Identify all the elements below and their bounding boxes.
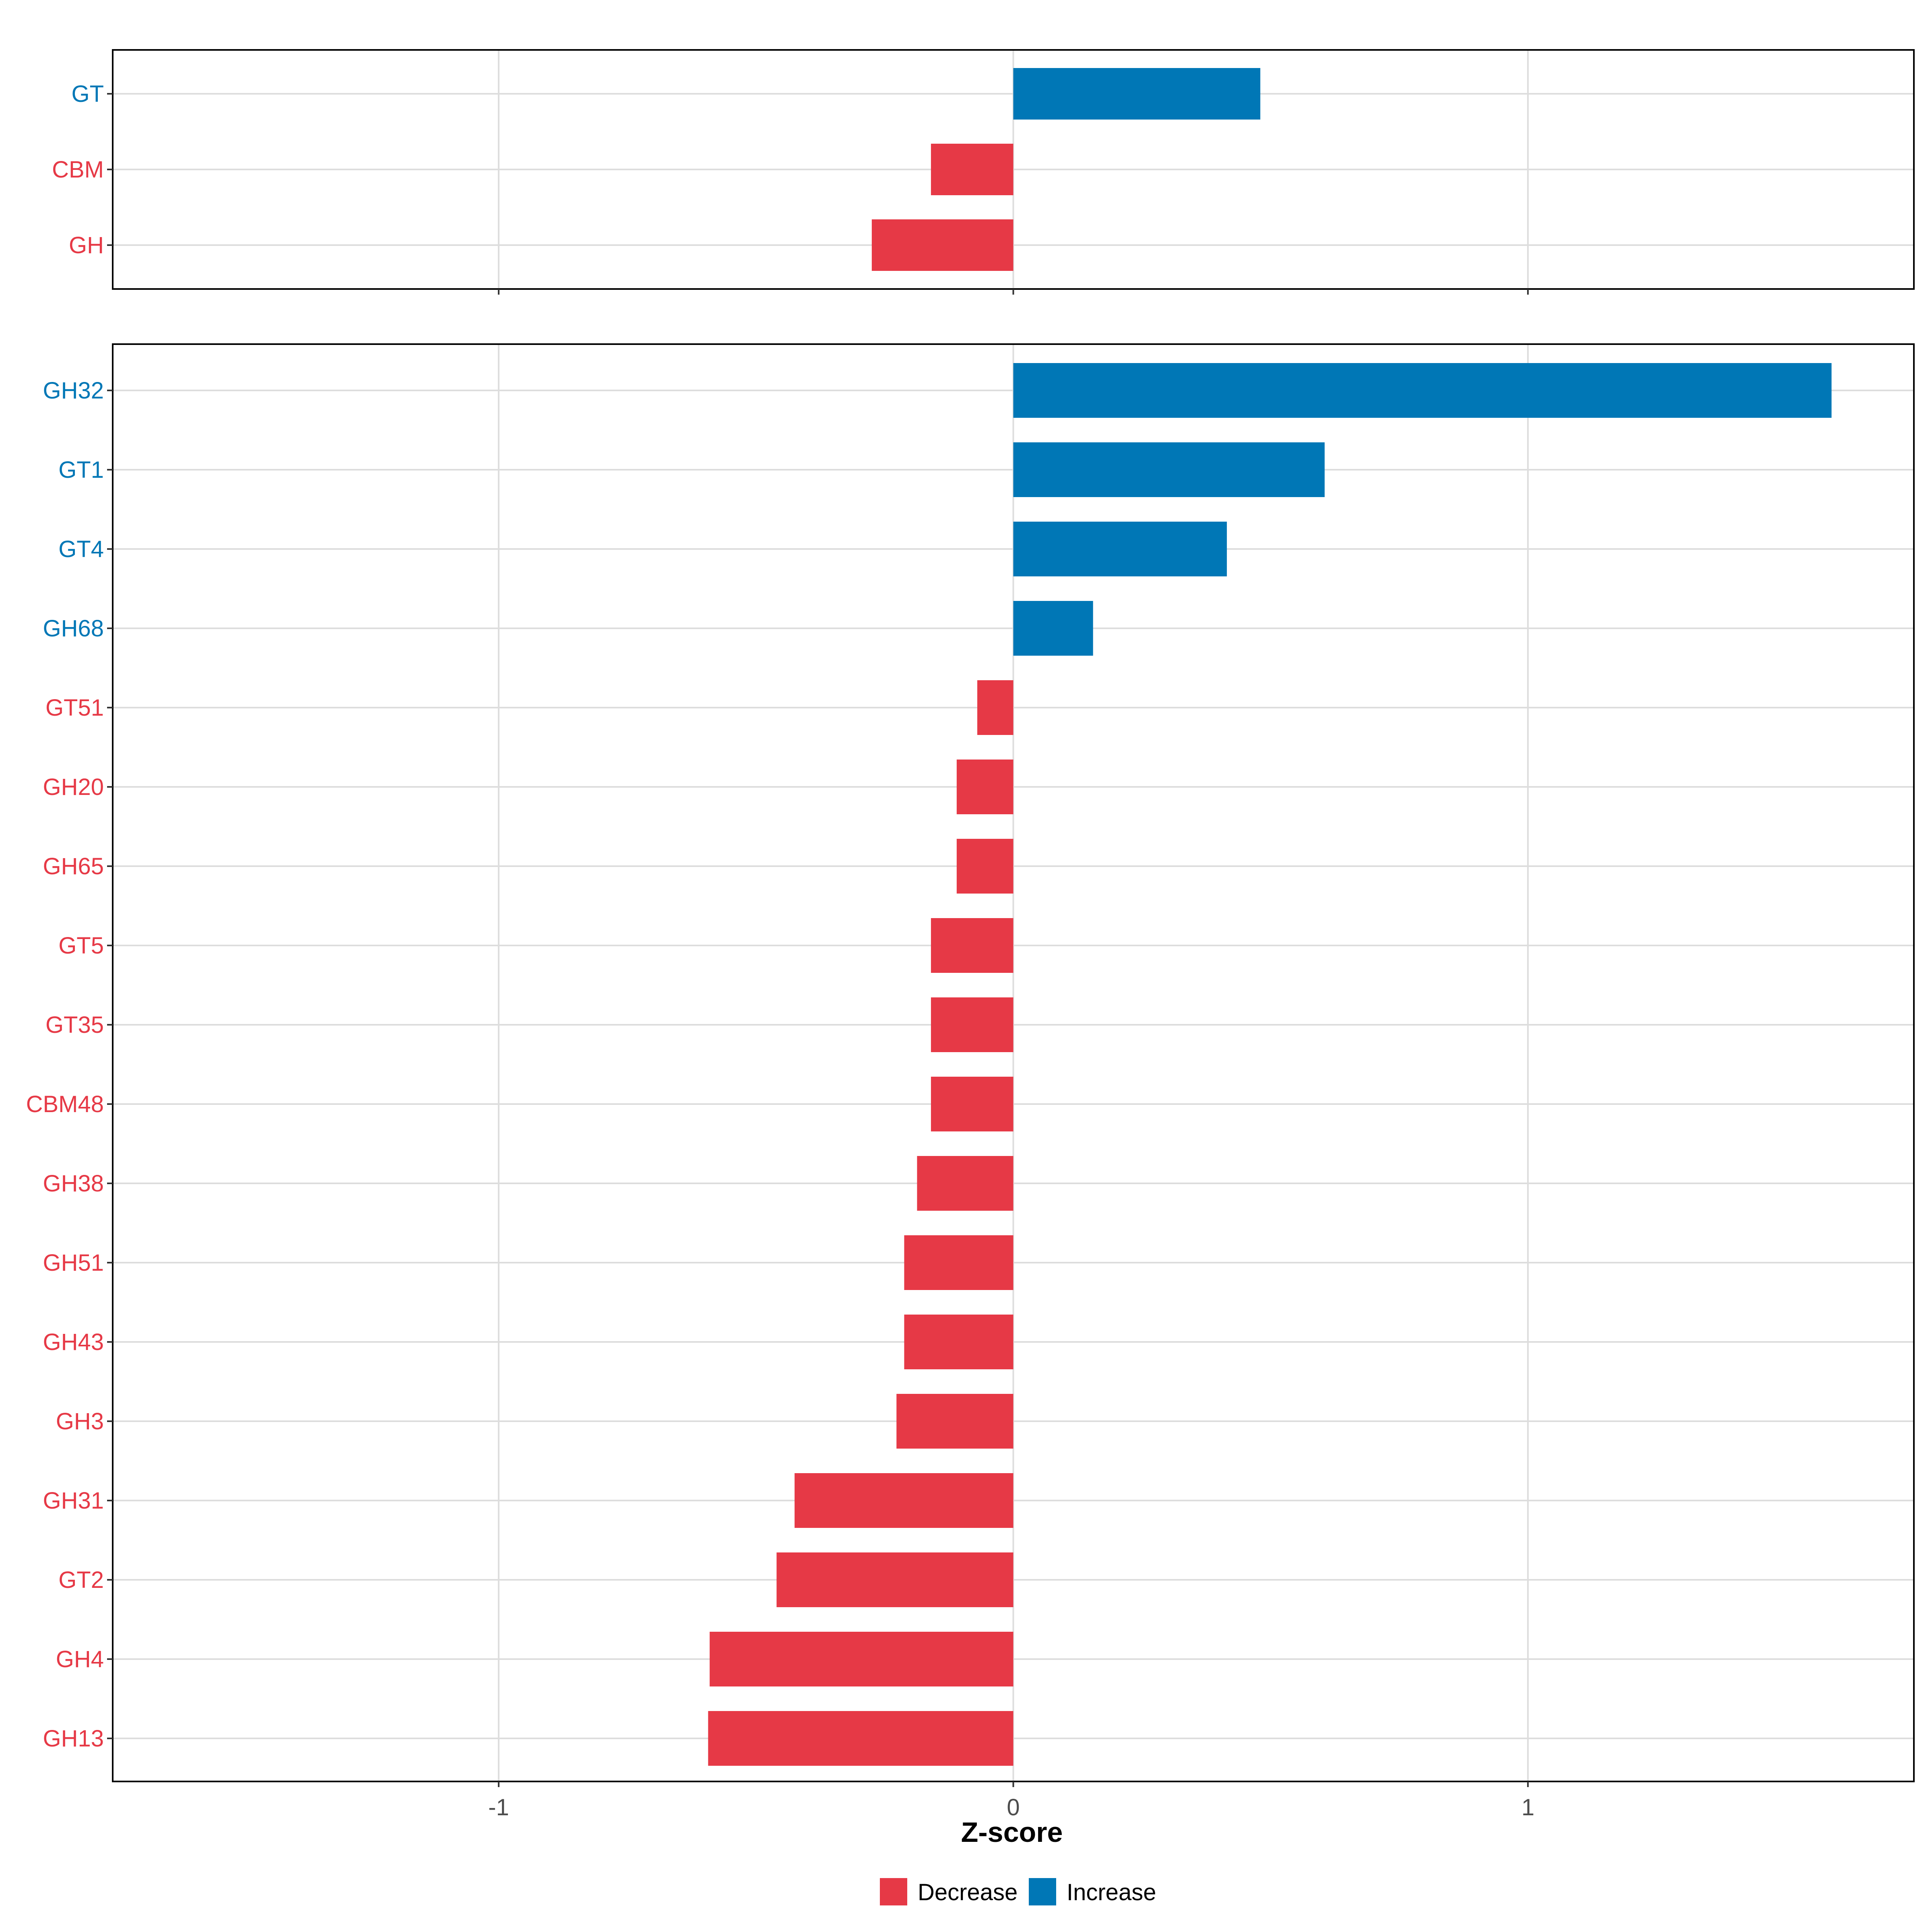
y-tick-label: GT51 — [45, 695, 104, 721]
legend-item-increase: Increase — [1029, 1878, 1156, 1905]
bar-gh51 — [904, 1235, 1013, 1290]
bar-gt1 — [1013, 442, 1325, 497]
legend: Decrease Increase — [880, 1878, 1156, 1905]
y-tick-label: GH38 — [43, 1170, 104, 1197]
bar-gt35 — [931, 997, 1013, 1052]
x-axis-title: Z-score — [961, 1816, 1063, 1848]
bar-gh31 — [795, 1473, 1013, 1528]
bar-cbm48 — [931, 1077, 1013, 1131]
x-tick-label: -1 — [488, 1794, 509, 1821]
y-tick-label: GT4 — [58, 536, 104, 562]
y-tick-label: GH — [69, 232, 104, 258]
y-tick-label: GH65 — [43, 853, 104, 879]
bar-gt — [1013, 68, 1261, 120]
legend-label: Increase — [1067, 1879, 1156, 1905]
y-tick-label: GH32 — [43, 378, 104, 404]
y-tick-label: GT2 — [58, 1567, 104, 1593]
y-tick-label: GH43 — [43, 1329, 104, 1355]
bar-gt51 — [977, 680, 1013, 735]
y-tick-label: GH3 — [56, 1408, 104, 1435]
y-tick-label: GT5 — [58, 933, 104, 959]
y-tick-label: GT1 — [58, 457, 104, 483]
bar-gh — [871, 219, 1013, 271]
y-tick-label: GH13 — [43, 1726, 104, 1752]
panel-family: GH32 GT1 GT4 GH68 GT51 GH20 GH65 GT5 GT35 CBM48 GH… — [26, 343, 1915, 1821]
y-tick-label: GH31 — [43, 1488, 104, 1514]
bar-gh43 — [904, 1315, 1013, 1369]
bar-gh3 — [896, 1394, 1013, 1449]
bar-cbm — [931, 144, 1013, 195]
panel-class: GT CBM GH — [52, 49, 1915, 295]
bar-gt5 — [931, 918, 1013, 973]
x-tick-label: 0 — [1007, 1794, 1020, 1821]
y-tick-label: GH51 — [43, 1250, 104, 1276]
bar-gh20 — [956, 760, 1013, 814]
legend-label: Decrease — [918, 1879, 1018, 1905]
y-tick-label: GT35 — [45, 1012, 104, 1038]
legend-item-decrease: Decrease — [880, 1878, 1018, 1905]
legend-swatch — [1029, 1878, 1056, 1905]
bar-gh13 — [708, 1711, 1013, 1766]
x-tick-label: 1 — [1521, 1794, 1534, 1821]
y-tick-label: CBM — [52, 157, 104, 183]
y-tick-label: GH68 — [43, 615, 104, 642]
y-tick-label: GH4 — [56, 1646, 104, 1672]
bar-gt2 — [776, 1552, 1013, 1607]
y-tick-label: GH20 — [43, 774, 104, 800]
bar-gh32 — [1013, 363, 1832, 418]
bar-gt4 — [1013, 522, 1227, 576]
bar-gh65 — [956, 839, 1013, 894]
panels: GT CBM GH GH32 GT1 GT4 GH68 GT51 GH20 GH65 GT5 GT35… — [26, 49, 1915, 1821]
legend-swatch — [880, 1878, 907, 1905]
y-tick-label: CBM48 — [26, 1091, 104, 1117]
bar-gh38 — [917, 1156, 1013, 1211]
bar-gh68 — [1013, 601, 1093, 656]
bar-gh4 — [710, 1632, 1013, 1686]
y-tick-label: GT — [71, 81, 104, 107]
